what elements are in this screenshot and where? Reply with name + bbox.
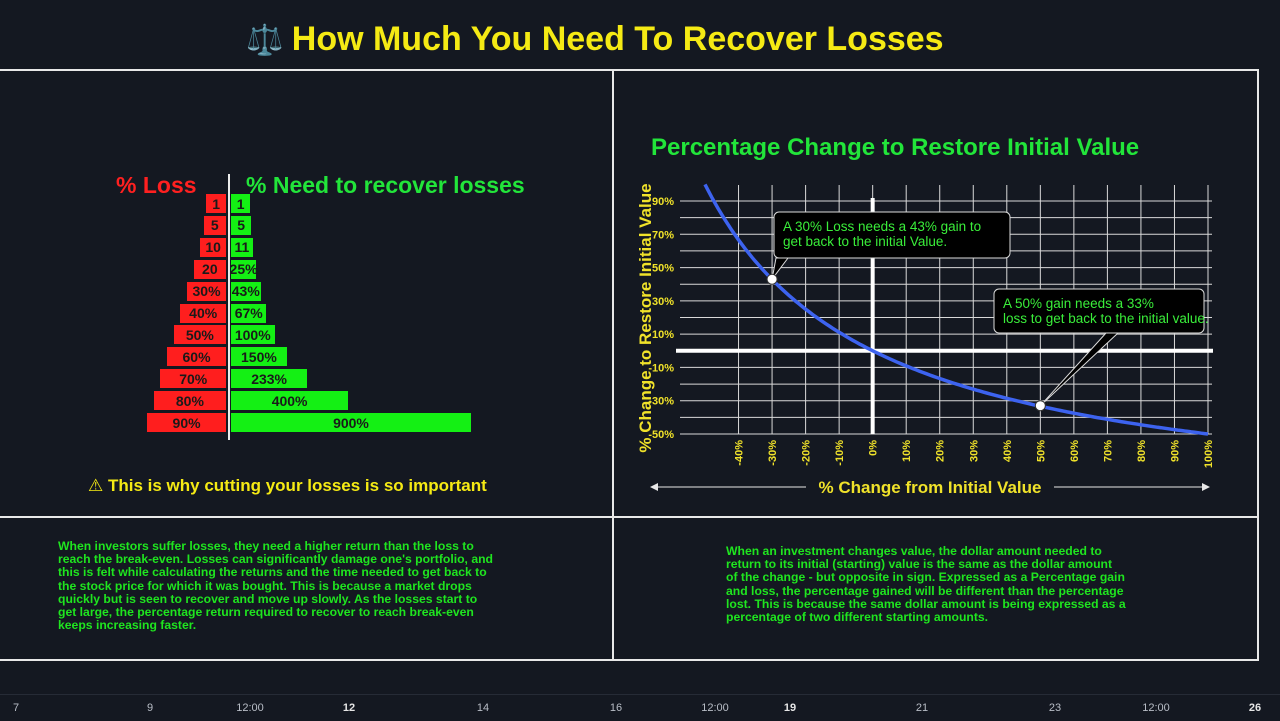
recover-bar: 11 [231, 237, 253, 257]
butterfly-center-axis [228, 174, 230, 440]
time-axis-label: 14 [476, 702, 490, 714]
time-axis-label: 19 [783, 702, 797, 714]
y-tick-label: -30% [648, 396, 674, 408]
warning-icon: ⚠ [88, 476, 104, 495]
x-tick-label: 70% [1102, 440, 1114, 462]
x-tick-label: -10% [834, 440, 846, 466]
annotation-box [993, 288, 1205, 334]
recover-bar: 1 [231, 194, 251, 213]
x-axis-label: % Change from Initial Value [819, 478, 1042, 497]
frame-right-line [1257, 69, 1259, 661]
x-tick-label: -40% [734, 440, 746, 466]
annotation-text: A 50% gain needs a 33% loss to get back t… [1003, 296, 1209, 326]
loss-bar: 50% [173, 325, 226, 345]
page-title: ⚖️ How Much You Need To Recover Losses [0, 20, 1190, 59]
time-axis-label: 12:00 [236, 702, 264, 714]
y-tick-label: 30% [652, 296, 674, 308]
recover-bar: 150% [231, 347, 287, 367]
x-axis-arrowhead-right [1202, 483, 1210, 491]
warning-text: This is why cutting your losses is so im… [107, 476, 487, 495]
loss-bar: 70% [160, 369, 226, 389]
y-tick-label: 50% [652, 263, 674, 275]
annotation-point [766, 273, 778, 285]
x-tick-label: 10% [901, 440, 913, 462]
x-tick-label: 80% [1136, 440, 1148, 462]
warning-note: ⚠ This is why cutting your losses is so … [88, 476, 487, 496]
loss-bar: 90% [147, 413, 226, 432]
x-tick-label: 100% [1203, 440, 1215, 468]
chart-title: Percentage Change to Restore Initial Val… [651, 134, 1140, 161]
scale-icon: ⚖️ [246, 24, 284, 57]
recover-heading: % Need to recover losses [246, 172, 525, 198]
loss-bar: 60% [167, 347, 226, 367]
right-explanation: When an investment changes value, the do… [726, 544, 1126, 625]
loss-heading: % Loss [116, 172, 197, 198]
y-tick-label: 70% [652, 229, 674, 241]
x-tick-label: 50% [1035, 440, 1047, 462]
recover-bar: 67% [231, 303, 267, 323]
annotation-point [1034, 400, 1046, 412]
series-line [703, 183, 1209, 436]
recover-bar: 100% [231, 325, 275, 345]
frame-top-line [0, 69, 1259, 71]
x-tick-label: -20% [801, 440, 813, 466]
time-axis-label: 21 [915, 702, 929, 714]
annotation-pointer [1039, 332, 1120, 407]
loss-bar: 10 [200, 237, 226, 257]
y-tick-label: 10% [652, 329, 674, 341]
recover-bar: 900% [231, 413, 471, 432]
time-axis[interactable]: 7 9 12:00 12 14 16 12:00 19 21 23 12:00 26 [0, 694, 1280, 721]
loss-bar: 5 [203, 215, 226, 235]
x-tick-label: 20% [935, 440, 947, 462]
x-tick-label: 0% [868, 440, 880, 456]
x-axis-arrowhead-left [650, 483, 658, 491]
time-axis-label: 9 [146, 702, 154, 714]
annotation-box [773, 211, 1011, 259]
page-title-text: How Much You Need To Recover Losses [291, 20, 944, 58]
loss-bar: 20 [193, 259, 226, 279]
x-tick-label: 60% [1069, 440, 1081, 462]
recover-bar: 43% [231, 281, 261, 301]
y-axis-label: % Change to Restore Initial Value [636, 183, 655, 452]
annotation-pointer [771, 257, 790, 280]
recover-bar: 400% [231, 391, 349, 411]
time-axis-label: 12:00 [701, 702, 729, 714]
x-tick-label: 40% [1002, 440, 1014, 462]
y-tick-label: -10% [648, 362, 674, 374]
annotation-text: A 30% Loss needs a 43% gain to get back t… [783, 219, 981, 249]
recover-bar: 25% [229, 259, 258, 279]
loss-bar: 1 [206, 194, 226, 213]
recover-bar: 5 [231, 215, 252, 235]
time-axis-label: 23 [1048, 702, 1062, 714]
y-tick-label: 90% [652, 196, 674, 208]
loss-bar: 30% [187, 281, 226, 301]
frame-bottom-line [0, 659, 1259, 661]
time-axis-label: 12 [342, 702, 356, 714]
frame-center-divider [612, 69, 614, 661]
frame-middle-line [0, 516, 1259, 518]
loss-bar: 40% [180, 303, 226, 323]
x-tick-label: 90% [1169, 440, 1181, 462]
y-tick-label: -50% [648, 429, 674, 441]
time-axis-label: 12:00 [1142, 702, 1170, 714]
x-tick-label: 30% [968, 440, 980, 462]
loss-bar: 80% [153, 391, 226, 411]
time-axis-label: 26 [1248, 702, 1262, 714]
time-axis-label: 7 [12, 702, 20, 714]
recover-bar: 233% [231, 369, 308, 389]
x-tick-label: -30% [767, 440, 779, 466]
time-axis-label: 16 [609, 702, 623, 714]
left-explanation: When investors suffer losses, they need … [58, 539, 494, 633]
